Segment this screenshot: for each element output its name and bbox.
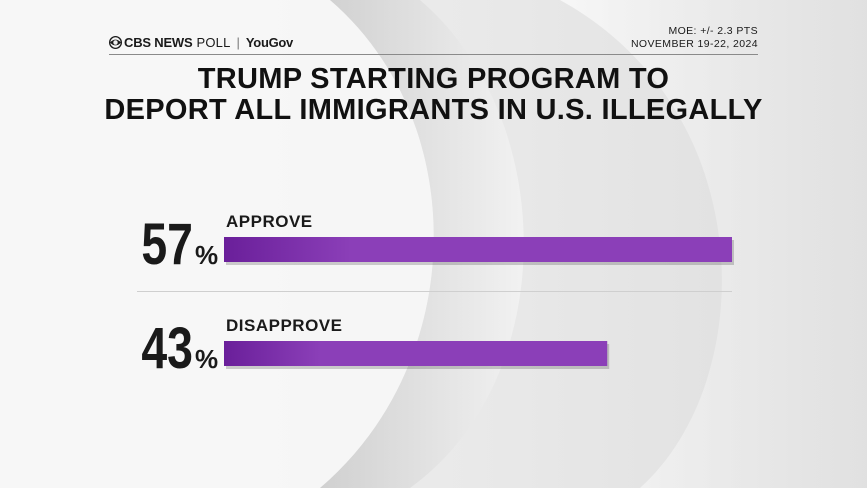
percent-sign: % bbox=[195, 344, 218, 374]
poll-dates: NOVEMBER 19-22, 2024 bbox=[630, 38, 758, 50]
bar-approve bbox=[224, 237, 732, 262]
chart-title: TRUMP STARTING PROGRAM TO DEPORT ALL IMM… bbox=[90, 64, 777, 126]
title-line-1: TRUMP STARTING PROGRAM TO bbox=[197, 63, 670, 95]
brand-poll: POLL bbox=[196, 35, 231, 50]
category-label-disapprove: DISAPPROVE bbox=[226, 316, 342, 335]
bar-disapprove bbox=[224, 341, 608, 366]
header: CBS NEWS POLL | YouGov MOE: +/- 2.3 PTS … bbox=[109, 25, 758, 55]
category-label-approve: APPROVE bbox=[226, 212, 313, 231]
brand-name: CBS NEWS bbox=[124, 35, 193, 50]
brand-logo: CBS NEWS POLL | YouGov bbox=[109, 35, 293, 50]
percent-sign: % bbox=[195, 240, 218, 270]
title-line-2: DEPORT ALL IMMIGRANTS IN U.S. ILLEGALLY bbox=[104, 94, 763, 126]
brand-separator: | bbox=[236, 35, 240, 50]
cbs-eye-icon bbox=[109, 36, 122, 49]
value-label-disapprove: 43 bbox=[141, 316, 193, 381]
value-label-approve: 57 bbox=[141, 212, 193, 277]
header-rule bbox=[109, 54, 758, 55]
partner-logo: YouGov bbox=[245, 35, 293, 50]
row-divider bbox=[137, 291, 732, 292]
poll-meta: MOE: +/- 2.3 PTS NOVEMBER 19-22, 2024 bbox=[631, 25, 758, 51]
margin-of-error: MOE: +/- 2.3 PTS bbox=[668, 25, 758, 37]
